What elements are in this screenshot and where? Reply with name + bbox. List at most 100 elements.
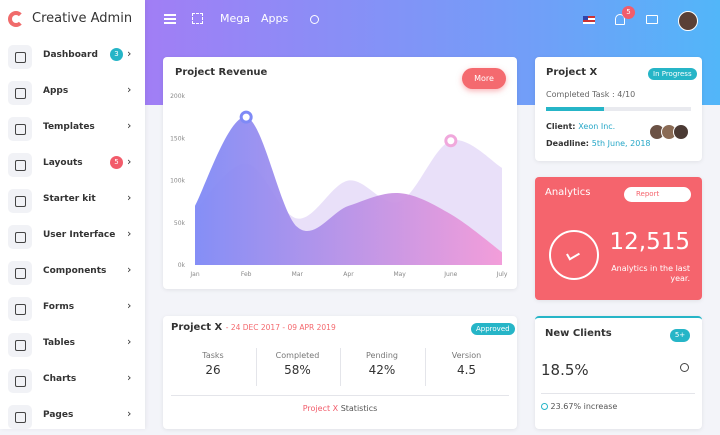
deadline: Deadline: 5th June, 2018 xyxy=(546,139,651,148)
revenue-card: Project Revenue More 0k 50k 100k 150k 200k Ja… xyxy=(163,57,517,289)
menu-label: Dashboard xyxy=(43,50,98,60)
menu-label: Layouts xyxy=(43,158,83,168)
footer-text: Statistics xyxy=(340,404,378,413)
menu-badge: 5 xyxy=(110,156,123,169)
footer-link[interactable]: Project X xyxy=(302,404,339,413)
column-divider xyxy=(424,348,426,386)
y-tick-label: 100k xyxy=(170,178,185,185)
card-title: Project X - 24 DEC 2017 - 09 APR 2019 xyxy=(171,322,336,333)
menu-item[interactable]: Layouts 5 › xyxy=(0,147,145,183)
project-card: Project X In Progress Completed Task : 4… xyxy=(535,57,702,161)
analytics-caption: Analytics in the last year. xyxy=(611,264,690,283)
menu-label: Charts xyxy=(43,374,77,384)
brand: Creative Admin xyxy=(32,11,133,26)
menu-item[interactable]: Components › xyxy=(0,255,145,291)
chevron: › xyxy=(127,335,132,348)
menu-item[interactable]: Templates › xyxy=(0,111,145,147)
date-range: - 24 DEC 2017 - 09 APR 2019 xyxy=(225,323,336,332)
more-button[interactable]: More xyxy=(462,68,506,89)
menu-icon xyxy=(8,81,32,105)
menu-item[interactable]: Charts › xyxy=(0,363,145,399)
menu-badge: 3 xyxy=(110,48,123,61)
menu-item[interactable]: Apps › xyxy=(0,75,145,111)
card-title: Project X xyxy=(546,67,598,78)
column-divider xyxy=(340,348,341,386)
card-title: Project Revenue xyxy=(175,67,268,78)
report-button[interactable]: Report xyxy=(624,187,691,202)
sidebar: Creative Admin Dashboard 3 › Apps › Templates… xyxy=(0,0,145,429)
menu-label: Apps xyxy=(43,86,69,96)
stat-value: 26 xyxy=(205,363,221,377)
project-name: Project X xyxy=(171,322,223,333)
menu-icon xyxy=(8,405,32,429)
menu-icon xyxy=(8,333,32,357)
menu-icon xyxy=(8,153,32,177)
progress-track xyxy=(546,107,691,111)
analytics-card: Analytics Report 12,515 Analytics in the… xyxy=(535,177,702,300)
chevron: › xyxy=(127,191,132,204)
menu-label: Templates xyxy=(43,122,95,132)
logo xyxy=(8,11,24,27)
chevron: › xyxy=(127,155,132,168)
revenue-chart: 0k 50k 100k 150k 200k Jan Feb Mar Apr May June July xyxy=(170,93,508,278)
chevron: › xyxy=(127,299,132,312)
chevron: › xyxy=(127,47,132,60)
label: Client: xyxy=(546,122,576,131)
menu-label: Pages xyxy=(43,410,74,420)
menu-link[interactable]: Apps xyxy=(261,12,289,25)
chevron: › xyxy=(127,83,132,96)
stat-label: Pending xyxy=(366,351,398,360)
stats-card: Project X - 24 DEC 2017 - 09 APR 2019 Ap… xyxy=(163,316,517,429)
menu-item[interactable]: Tables › xyxy=(0,327,145,363)
menu-label: Tables xyxy=(43,338,76,348)
menu-item[interactable]: User Interface › xyxy=(0,219,145,255)
label: Deadline: xyxy=(546,139,589,148)
menu-link[interactable]: Mega xyxy=(220,12,250,25)
x-tick-label: May xyxy=(393,271,406,278)
peak-marker xyxy=(239,110,253,124)
menu-label: Starter kit xyxy=(43,194,96,204)
chevron: › xyxy=(127,119,132,132)
menu-label: User Interface xyxy=(43,230,116,240)
y-tick-label: 50k xyxy=(174,220,186,227)
chevron: › xyxy=(127,407,132,420)
stat-label: Tasks xyxy=(202,351,224,360)
menu-item[interactable]: Dashboard 3 › xyxy=(0,39,145,75)
mail[interactable] xyxy=(646,15,658,24)
deadline-date: 5th June, 2018 xyxy=(591,139,651,148)
stat-value: 42% xyxy=(368,363,396,377)
chevron: › xyxy=(127,371,132,384)
menu-label: Components xyxy=(43,266,107,276)
menu-label: Forms xyxy=(43,302,75,312)
x-tick-label: Mar xyxy=(292,271,304,278)
flag[interactable] xyxy=(583,16,595,24)
y-tick-label: 200k xyxy=(170,93,185,100)
menu-item[interactable]: Forms › xyxy=(0,291,145,327)
status-badge: Approved xyxy=(471,323,515,335)
stat-value: 4.5 xyxy=(456,363,477,377)
menu-item[interactable]: Pages › xyxy=(0,399,145,435)
task-text: Completed Task : 4/10 xyxy=(546,90,636,99)
menu-item[interactable]: Starter kit › xyxy=(0,183,145,219)
notification-badge: 5 xyxy=(622,6,635,19)
search[interactable] xyxy=(310,15,319,24)
avatar[interactable] xyxy=(678,11,698,31)
menu-icon xyxy=(8,297,32,321)
x-tick-label: June xyxy=(443,271,457,278)
menu-icon xyxy=(8,261,32,285)
y-tick-label: 0k xyxy=(178,262,186,269)
footer: Project X Statistics xyxy=(163,404,517,413)
x-tick-label: Jan xyxy=(189,271,199,278)
chevron: › xyxy=(127,263,132,276)
status-badge: In Progress xyxy=(648,68,697,80)
menu-icon xyxy=(8,117,32,141)
client-name: Xeon Inc. xyxy=(578,122,616,131)
collapse-icon[interactable] xyxy=(192,13,203,24)
bell[interactable] xyxy=(615,14,625,25)
analytics-value: 12,515 xyxy=(609,229,690,255)
clients-badge: 5+ xyxy=(670,329,690,342)
area xyxy=(195,117,502,265)
peak-marker xyxy=(444,134,458,148)
hamburger[interactable] xyxy=(164,14,176,24)
